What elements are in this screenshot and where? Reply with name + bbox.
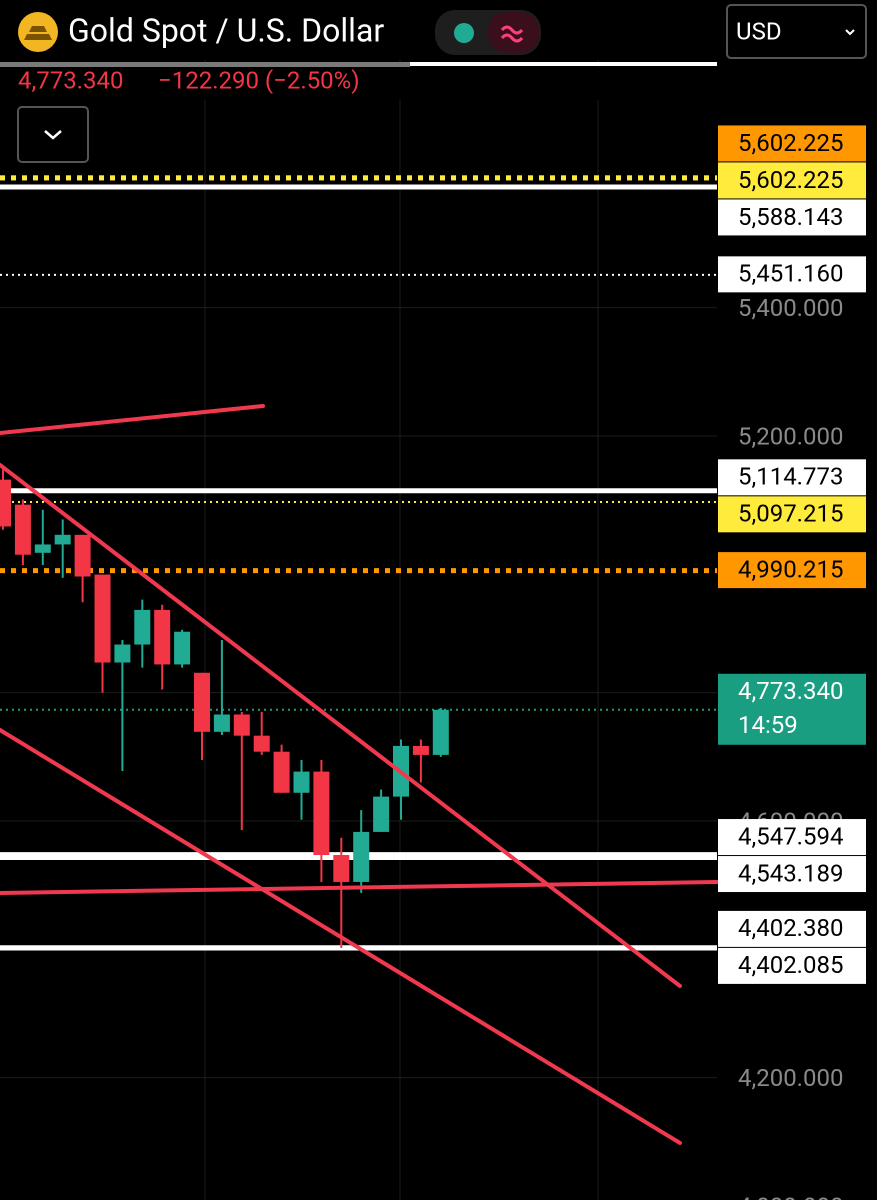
title: Gold Spot / U.S. Dollar bbox=[68, 11, 384, 49]
price-label-bg bbox=[718, 459, 866, 496]
candle-body bbox=[14, 504, 31, 555]
y-tick-label: 4,000.000 bbox=[738, 1192, 843, 1200]
price-label: 4,547.594 bbox=[738, 822, 843, 850]
trend-line[interactable] bbox=[0, 463, 682, 988]
price-label-bg bbox=[718, 673, 866, 745]
candle-body bbox=[114, 644, 131, 663]
candle-body bbox=[233, 714, 250, 736]
price: 4,773.340 bbox=[18, 66, 123, 94]
price-label: 5,602.225 bbox=[738, 129, 843, 157]
price-label: 5,602.225 bbox=[738, 166, 843, 194]
price-bg bbox=[0, 67, 717, 100]
chevron bbox=[44, 130, 62, 140]
candle-body bbox=[134, 609, 151, 645]
price-label-bg bbox=[718, 256, 866, 293]
price-label-bg bbox=[718, 496, 866, 533]
candle-body bbox=[432, 709, 449, 755]
progress bbox=[0, 62, 410, 67]
candle-body bbox=[373, 796, 390, 832]
candle-body bbox=[174, 631, 191, 665]
price-label: 5,114.773 bbox=[738, 463, 843, 491]
price-label: 4,402.085 bbox=[738, 951, 843, 979]
trend-line[interactable] bbox=[0, 728, 682, 1145]
candle-body bbox=[213, 714, 230, 732]
candle-body bbox=[412, 745, 429, 755]
candle-body bbox=[154, 609, 171, 665]
price-label: 4,773.340 bbox=[738, 677, 843, 705]
price-label-bg bbox=[718, 819, 866, 856]
candle-body bbox=[353, 831, 370, 882]
price-label: 5,451.160 bbox=[738, 260, 843, 288]
grid bbox=[0, 60, 717, 1200]
countdown: 14:59 bbox=[738, 711, 798, 739]
price-label: 4,990.215 bbox=[738, 555, 843, 583]
price-label-bg bbox=[718, 162, 866, 199]
currency: USD bbox=[736, 17, 782, 45]
candle-body bbox=[333, 855, 350, 882]
dropdown-arrow bbox=[845, 29, 855, 36]
candle-body bbox=[194, 672, 210, 732]
axis: 4,000.0004,200.0004,600.0004,800.0005,20… bbox=[718, 125, 866, 1200]
y-tick-label: 5,200.000 bbox=[738, 422, 843, 450]
candle-body bbox=[0, 479, 11, 527]
price-label: 5,588.143 bbox=[738, 203, 843, 231]
trend-line[interactable] bbox=[0, 880, 719, 895]
change: −122.290 (−2.50%) bbox=[158, 66, 360, 94]
candle-body bbox=[54, 534, 71, 545]
y-tick-label: 5,400.000 bbox=[738, 294, 843, 322]
candle-body bbox=[293, 771, 310, 793]
trend-lines bbox=[0, 404, 719, 1145]
indicator-icon bbox=[500, 25, 524, 43]
price-label: 5,097.215 bbox=[738, 500, 843, 528]
candle-body bbox=[273, 751, 290, 793]
price-label: 4,543.189 bbox=[738, 859, 843, 887]
candles bbox=[0, 469, 449, 949]
price-label-bg bbox=[718, 552, 866, 589]
gold-icon-bars bbox=[24, 26, 52, 40]
price-label-bg bbox=[718, 947, 866, 984]
y-tick-label: 4,200.000 bbox=[738, 1064, 843, 1092]
price-label-bg bbox=[718, 125, 866, 162]
header-bg bbox=[0, 0, 717, 60]
candle-body bbox=[313, 771, 330, 856]
price-label-bg bbox=[718, 910, 866, 947]
price-label: 4,402.380 bbox=[738, 914, 843, 942]
collapse-button[interactable] bbox=[17, 106, 89, 163]
trend-line[interactable] bbox=[0, 404, 265, 435]
candle-body bbox=[34, 544, 51, 553]
candle-body bbox=[253, 735, 270, 752]
currency-select[interactable] bbox=[726, 4, 867, 59]
candle-body bbox=[94, 574, 111, 663]
status-dot bbox=[454, 23, 474, 43]
price-label-bg bbox=[718, 856, 866, 893]
candle-body bbox=[74, 534, 91, 577]
price-label-bg bbox=[718, 199, 866, 236]
